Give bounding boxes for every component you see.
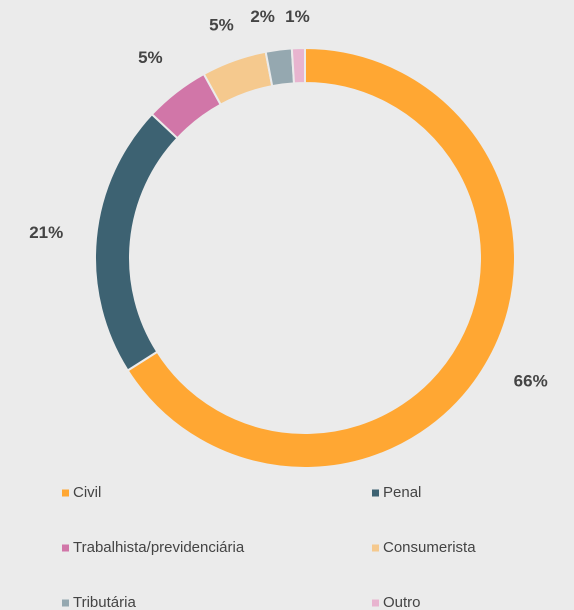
legend-marker: [372, 544, 379, 552]
legend-marker: [62, 544, 69, 552]
legend-label: Tributária: [73, 594, 136, 610]
data-label: 21%: [29, 223, 63, 242]
legend-marker: [62, 489, 69, 497]
data-label: 2%: [250, 7, 275, 26]
legend-marker: [372, 599, 379, 607]
donut-segment: [94, 112, 179, 372]
legend-label: Consumerista: [383, 539, 476, 556]
data-label: 5%: [138, 48, 163, 67]
data-label: 1%: [285, 7, 310, 26]
legend-label: Trabalhista/previdenciária: [73, 539, 245, 556]
legend-marker: [372, 489, 379, 497]
legend-marker: [62, 599, 69, 607]
data-label: 5%: [209, 15, 234, 34]
donut-segment: [126, 46, 516, 469]
donut-segment: [290, 46, 306, 85]
legend-label: Penal: [383, 484, 421, 501]
legend-label: Civil: [73, 484, 101, 501]
legend-label: Outro: [383, 594, 421, 610]
data-label: 66%: [514, 372, 548, 391]
